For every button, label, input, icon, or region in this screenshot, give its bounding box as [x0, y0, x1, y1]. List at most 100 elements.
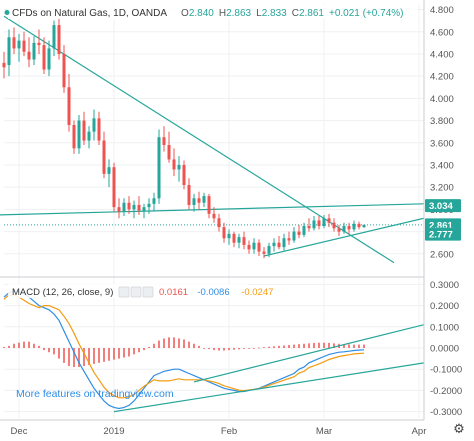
- price-badge-label: 2.777: [429, 230, 453, 241]
- macd-histogram-bar: [258, 347, 260, 349]
- macd-histogram-bar: [63, 348, 65, 363]
- price-tick-label: 2.600: [430, 249, 454, 260]
- close-icon[interactable]: [142, 286, 154, 298]
- ohlc-key-H: H: [219, 8, 226, 19]
- macd-histogram-bar: [23, 341, 25, 348]
- macd-histogram-bar: [228, 348, 230, 351]
- macd-histogram-bar: [88, 348, 90, 365]
- macd-tick-label: 0.3000: [430, 280, 459, 291]
- macd-histogram-bar: [333, 343, 335, 348]
- macd-histogram-bar: [328, 342, 330, 348]
- header-text: CFDs on Natural Gas, 1D, OANDA O2.840 H2.8…: [12, 8, 403, 19]
- trendline-macd-upper-trend: [193, 324, 424, 383]
- candle-body: [267, 246, 271, 254]
- macd-histogram-bar: [298, 344, 300, 348]
- macd-histogram-bar: [168, 337, 170, 348]
- candle-body: [132, 204, 136, 210]
- candle-body: [32, 42, 36, 60]
- candle-body: [307, 226, 311, 229]
- candle-body: [162, 137, 166, 145]
- candle-body: [302, 226, 306, 235]
- candle-body: [27, 51, 31, 60]
- candle-body: [272, 242, 276, 247]
- macd-histogram-bar: [238, 348, 240, 350]
- price-tick-label: 4.800: [430, 5, 454, 16]
- macd-histogram-bar: [68, 348, 70, 367]
- candle-body: [87, 131, 91, 141]
- ohlc-key-C: C: [292, 8, 299, 19]
- candle-body: [197, 198, 201, 203]
- time-tick-label: Apr: [412, 426, 427, 437]
- candle-body: [212, 213, 216, 219]
- macd-histogram-bar: [253, 348, 255, 349]
- macd-histogram-bar: [248, 348, 250, 349]
- ohlc-value-C: 2.861: [299, 8, 324, 19]
- macd-value-1: -0.0086: [197, 287, 229, 298]
- candle-body: [47, 48, 51, 70]
- candle-body: [347, 226, 351, 230]
- candle-body: [222, 227, 226, 239]
- axes: 4.800 4.600 4.400 4.200 4.000 3.800 3.600 3.400…: [0, 0, 462, 437]
- macd-tick-label: 0.1000: [430, 322, 459, 333]
- macd-histogram-bar: [273, 346, 275, 348]
- macd-histogram-bar: [213, 348, 215, 351]
- candles: [2, 18, 366, 259]
- candle-body: [7, 37, 11, 66]
- macd-histogram-bar: [13, 343, 15, 348]
- macd-lines: [3, 290, 365, 410]
- price-tick-label: 4.600: [430, 27, 454, 38]
- candle-body: [72, 125, 76, 149]
- price-badge-label: 3.034: [429, 201, 453, 212]
- macd-histogram-bar: [173, 337, 175, 348]
- eye-icon[interactable]: [118, 286, 130, 298]
- macd-histogram-bar: [8, 345, 10, 348]
- macd-histogram-bar: [203, 348, 205, 349]
- candle-body: [92, 118, 96, 132]
- time-tick-label: Dec: [11, 426, 28, 437]
- candle-body: [327, 218, 331, 223]
- macd-histogram-bar: [348, 344, 350, 348]
- trendline-horizontal-resistance: [0, 203, 424, 216]
- macd-histogram-bar: [123, 348, 125, 358]
- symbol-title: CFDs on Natural Gas, 1D, OANDA: [12, 8, 167, 19]
- candle-body: [337, 228, 341, 232]
- status-dot-icon: [4, 10, 10, 15]
- candle-body: [102, 140, 106, 174]
- macd-histogram-bar: [278, 345, 280, 348]
- macd-value-2: -0.0247: [241, 287, 273, 298]
- macd-histogram-bar: [288, 345, 290, 348]
- ohlc-value-H: 2.863: [226, 8, 251, 19]
- macd-histogram-bar: [293, 344, 295, 348]
- candle-body: [287, 238, 291, 241]
- macd-histogram-bar: [318, 342, 320, 348]
- macd-histogram-bar: [108, 348, 110, 361]
- candle-body: [317, 220, 321, 227]
- macd-histogram-bar: [183, 339, 185, 348]
- macd-histogram-bar: [103, 348, 105, 362]
- macd-series-signal: [3, 294, 365, 399]
- macd-histogram-bar: [263, 347, 265, 348]
- price-badge: [425, 227, 461, 241]
- macd-histogram-bar: [53, 348, 55, 355]
- macd-histogram-bar: [223, 348, 225, 351]
- macd-histogram-bar: [138, 348, 140, 353]
- gear-icon[interactable]: ⚙: [453, 422, 465, 437]
- candle-body: [257, 242, 261, 252]
- more-features-link[interactable]: More features on tradingview.com: [16, 388, 174, 400]
- macd-histogram-bar: [303, 343, 305, 348]
- candle-body: [52, 25, 56, 49]
- candle-body: [322, 218, 326, 227]
- macd-histogram-bar: [118, 348, 120, 359]
- header-bg: [8, 5, 418, 19]
- macd-histogram-bar: [98, 348, 100, 363]
- candle-body: [67, 87, 71, 126]
- ohlc-value-O: 2.840: [189, 8, 214, 19]
- settings-icon[interactable]: [130, 286, 142, 298]
- candle-body: [62, 53, 66, 88]
- candle-body: [127, 202, 131, 210]
- candle-body: [202, 196, 206, 203]
- macd-histogram-bar: [93, 348, 95, 364]
- macd-label: MACD (12, 26, close, 9): [12, 287, 113, 298]
